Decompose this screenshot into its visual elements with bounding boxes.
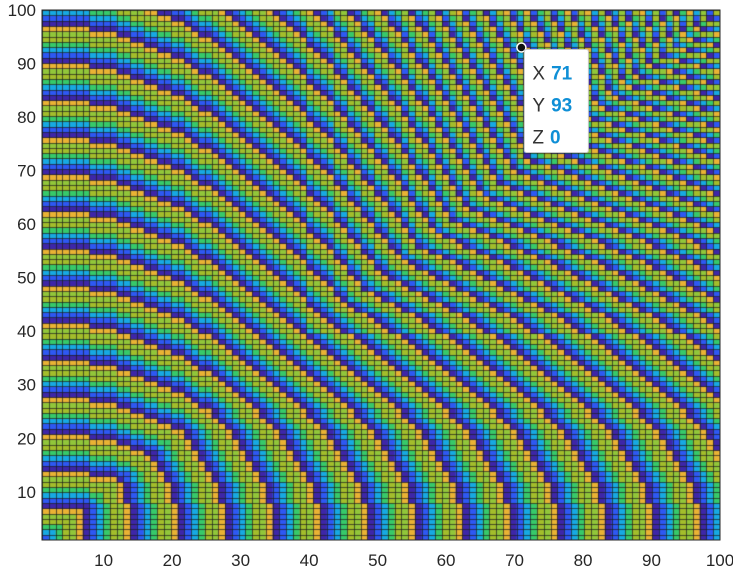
y-tick-label: 40: [17, 322, 36, 341]
x-tick-label: 90: [642, 551, 661, 570]
plot-area[interactable]: [41, 9, 721, 541]
datatip-z-value: 0: [550, 127, 561, 148]
y-tick-label: 60: [17, 215, 36, 234]
y-axis-tick-labels: 10 20 30 40 50 60 70 80 90 100: [8, 1, 36, 502]
datatip-y-row: Y 93: [532, 95, 572, 116]
y-tick-label: 90: [17, 55, 36, 74]
x-tick-label: 80: [574, 551, 593, 570]
axes-box: [41, 9, 721, 541]
y-tick-label: 20: [17, 429, 36, 448]
x-tick-label: 60: [437, 551, 456, 570]
x-axis-tick-labels: 10 20 30 40 50 60 70 80 90 100: [94, 551, 733, 570]
x-tick-label: 20: [163, 551, 182, 570]
y-tick-label: 100: [8, 1, 36, 20]
x-tick-label: 30: [231, 551, 250, 570]
datatip-y-key: Y: [532, 95, 545, 116]
datatip-z-key: Z: [532, 127, 544, 148]
y-tick-label: 80: [17, 108, 36, 127]
datatip-y-value: 93: [551, 95, 572, 116]
datatip-marker[interactable]: [516, 42, 527, 53]
datatip-x-key: X: [532, 63, 545, 84]
y-tick-label: 70: [17, 162, 36, 181]
y-tick-label: 30: [17, 376, 36, 395]
x-tick-label: 50: [368, 551, 387, 570]
x-tick-label: 10: [94, 551, 113, 570]
x-tick-label: 70: [505, 551, 524, 570]
heatmap-cells: [42, 10, 720, 540]
x-tick-label: 40: [300, 551, 319, 570]
x-tick-label: 100: [706, 551, 733, 570]
y-tick-label: 10: [17, 483, 36, 502]
datatip-x-row: X 71: [532, 63, 572, 84]
y-tick-label: 50: [17, 269, 36, 288]
datatip-x-value: 71: [551, 63, 573, 84]
datatip-box: [523, 48, 589, 153]
